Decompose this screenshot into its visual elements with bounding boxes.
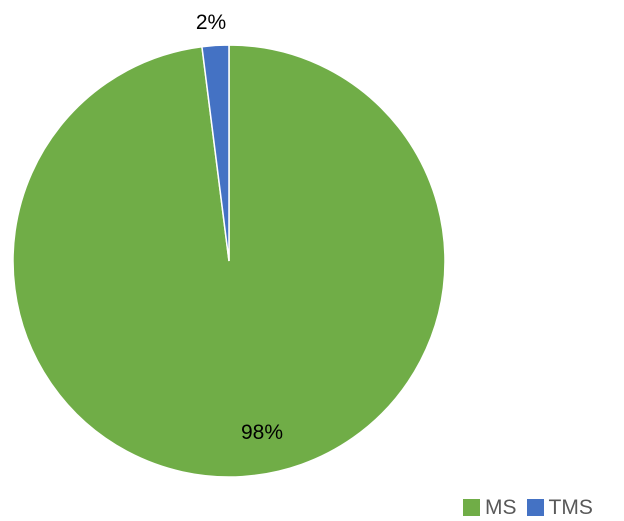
- data-label-tms: 2%: [196, 11, 226, 34]
- legend-label-ms: MS: [485, 496, 517, 519]
- legend-item-ms: MS: [463, 497, 517, 518]
- legend-swatch-ms: [463, 499, 480, 516]
- pie-slice-tms: [201, 44, 230, 262]
- legend-item-tms: TMS: [526, 496, 593, 519]
- data-label-ms: 98%: [241, 421, 283, 444]
- legend-label-tms: TMS: [548, 496, 593, 519]
- legend-swatch-tms: [526, 499, 544, 516]
- legend: MS TMS: [463, 497, 593, 518]
